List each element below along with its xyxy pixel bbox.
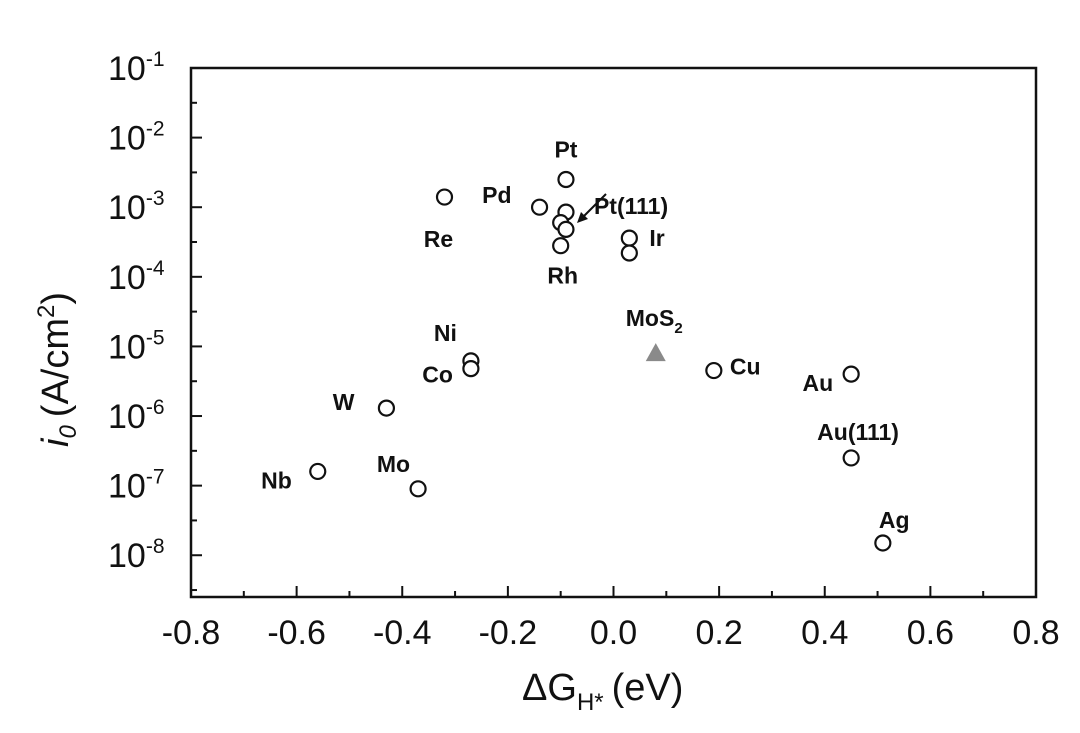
data-points (309, 170, 892, 552)
data-point (874, 534, 892, 552)
pt111-arrow (577, 193, 607, 223)
point-label: Pt(111) (594, 193, 668, 219)
point-label: Cu (730, 354, 761, 380)
y-tick-label: 10-2 (108, 118, 165, 158)
point-label: Pd (482, 182, 511, 208)
point-label: Ir (649, 225, 664, 251)
data-point (377, 399, 396, 417)
x-tick-label: 0.0 (590, 614, 637, 652)
x-tick-label: -0.2 (479, 614, 538, 652)
point-label: Ag (879, 507, 910, 533)
data-point (530, 198, 549, 216)
x-tick-label: 0.6 (907, 614, 954, 652)
y-axis-title: i0(A/cm2) (33, 292, 82, 447)
data-point (462, 360, 480, 378)
ticks: -0.8 -0.6 -0.4 -0.2 0.0 0.2 0.4 0.6 0.8 10-1 10-2 1… (108, 48, 1060, 652)
point-label: Mo (377, 451, 410, 477)
x-tick-label: -0.4 (373, 614, 432, 652)
data-point (435, 188, 454, 206)
y-tick-label: 10-7 (108, 466, 165, 506)
data-point (842, 365, 860, 383)
y-tick-label: 10-3 (108, 187, 165, 227)
point-label: Re (424, 226, 453, 252)
x-tick-label: 0.8 (1012, 614, 1059, 652)
data-point (620, 244, 638, 262)
point-labels: Pt Pt(111) Rh Pd Re Ir MoS2 Cu Au Au(111) Ag Ni Co W N… (261, 137, 909, 533)
data-point (842, 449, 860, 467)
data-point (557, 220, 575, 238)
y-tick-label: 10-6 (108, 396, 165, 436)
point-label: Au (802, 370, 833, 396)
point-label: Co (422, 362, 453, 388)
x-axis-title: ΔGH* (eV) (522, 667, 683, 716)
y-tick-label: 10-1 (108, 48, 165, 88)
data-point-triangle (645, 343, 666, 362)
data-point (557, 170, 575, 189)
x-tick-label: -0.6 (267, 614, 326, 652)
data-point (705, 361, 723, 380)
y-tick-label: 10-5 (108, 326, 165, 366)
data-point (620, 229, 638, 247)
x-tick-label: 0.4 (801, 614, 848, 652)
point-label: Nb (261, 467, 292, 493)
y-tick-label: 10-4 (108, 257, 165, 297)
data-point (409, 480, 427, 498)
point-label: Ni (434, 320, 457, 346)
point-label: MoS2 (626, 305, 683, 337)
point-label: Pt (554, 137, 577, 163)
data-point (309, 462, 327, 481)
x-tick-label: 0.2 (695, 614, 742, 652)
point-label: W (333, 389, 355, 415)
point-label: Au(111) (817, 419, 899, 445)
point-label: Rh (547, 263, 578, 289)
data-point (552, 237, 570, 255)
y-tick-label: 10-8 (108, 535, 165, 575)
x-tick-label: -0.8 (162, 614, 221, 652)
